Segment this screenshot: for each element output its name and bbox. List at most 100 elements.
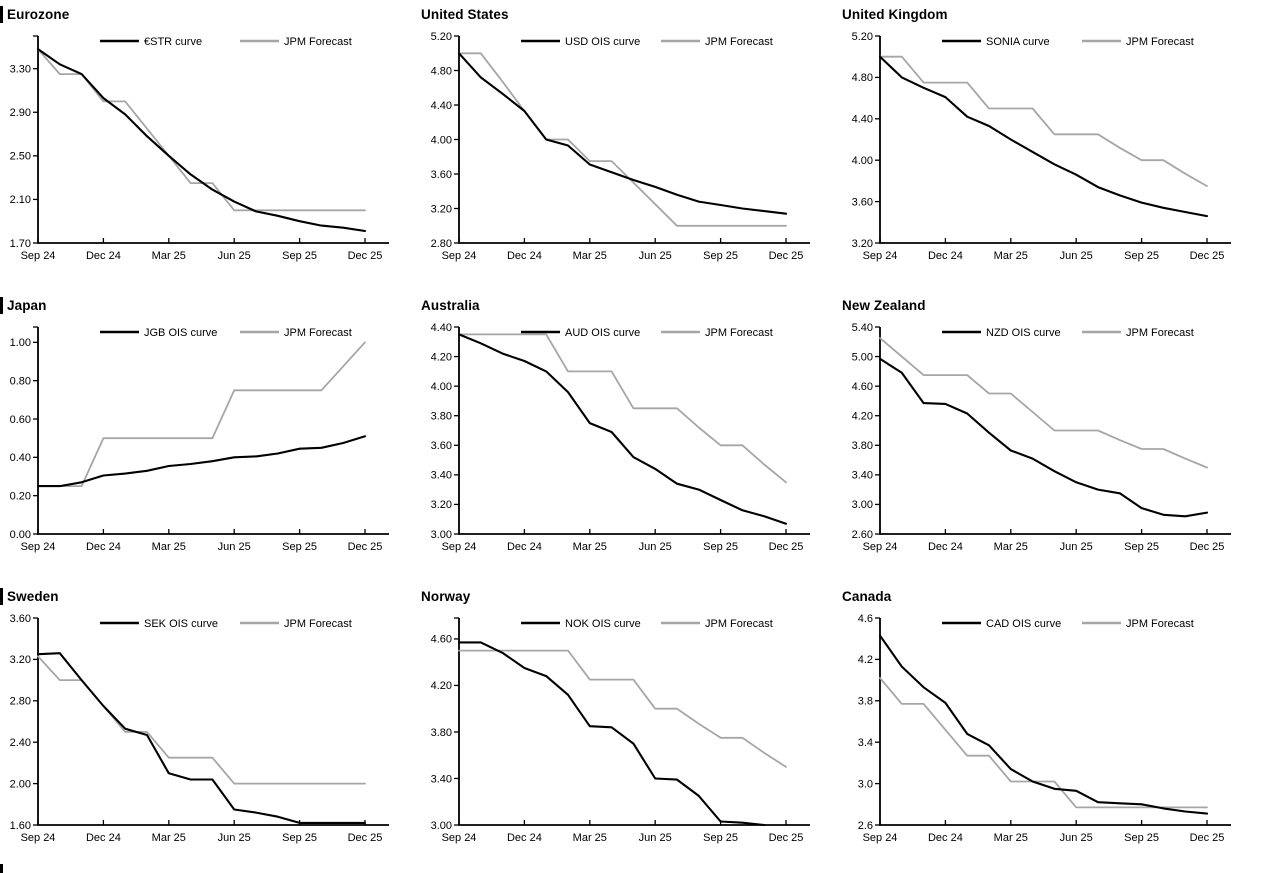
y-tick-label: 4.00 (431, 381, 452, 393)
chart-title-row: Canada (842, 582, 1264, 608)
chart-canvas: 3.00 3.40 3.80 4.20 4.60 Sep 24 Dec 24 Mar 25 Ju… (431, 617, 810, 844)
y-tick-label: 2.80 (431, 238, 452, 250)
title-section-bar (0, 297, 3, 314)
y-tick-label: 3.0 (858, 778, 873, 790)
x-tick-label: Mar 25 (573, 250, 607, 262)
legend-label-forecast: JPM Forecast (1126, 327, 1194, 339)
y-tick-label: 4.6 (858, 613, 873, 625)
y-tick-label: 4.2 (858, 654, 873, 666)
axes (37, 327, 389, 535)
x-tick-label: Sep 25 (703, 541, 738, 553)
y-tick-label: 3.60 (852, 196, 873, 208)
x-tick-label: Jun 25 (1060, 541, 1093, 553)
y-tick-label: 3.40 (431, 773, 452, 785)
series-line-forecast (37, 48, 366, 212)
chart-title: New Zealand (842, 298, 926, 313)
y-tick-label: 2.50 (10, 151, 31, 163)
x-tick-label: Sep 24 (442, 832, 477, 844)
y-tick-label: 1.60 (10, 820, 31, 832)
x-tick-label: Sep 24 (442, 541, 477, 553)
y-tick-label: 4.60 (431, 634, 452, 646)
y-tick-label: 3.80 (852, 440, 873, 452)
y-tick-label: 4.80 (852, 72, 873, 84)
x-tick-label: Sep 25 (282, 250, 317, 262)
y-tick-label: 1.70 (10, 238, 31, 250)
x-tick-label: Jun 25 (1060, 250, 1093, 262)
chart-panel-japan: Japan 0.00 0.20 0.40 0.60 0.80 1.00 Sep 24 Dec … (0, 291, 421, 582)
chart-title-row: United Kingdom (842, 0, 1264, 26)
y-tick-label: 4.40 (852, 114, 873, 126)
y-tick-label: 5.20 (431, 31, 452, 43)
y-tick-label: 4.20 (852, 411, 873, 423)
y-tick-label: 3.60 (431, 169, 452, 181)
y-tick-label: 3.8 (858, 696, 873, 708)
legend-label-forecast: JPM Forecast (705, 327, 773, 339)
chart-title-row: New Zealand (842, 291, 1264, 317)
y-tick-label: 0.00 (10, 529, 31, 541)
chart-canvas: 2.60 3.00 3.40 3.80 4.20 4.60 5.00 5.40 Sep 24 De… (852, 322, 1231, 553)
x-tick-label: Jun 25 (218, 541, 251, 553)
chart-panel-eurozone: Eurozone 1.70 2.10 2.50 2.90 3.30 Sep 24 Dec 2… (0, 0, 421, 291)
y-tick-label: 2.90 (10, 107, 31, 119)
legend-label-forecast: JPM Forecast (705, 36, 773, 48)
title-section-bar (0, 6, 3, 23)
series-line-forecast (458, 333, 787, 484)
axes (37, 618, 389, 826)
legend-label-main-series: AUD OIS curve (565, 327, 640, 339)
legend-label-forecast: JPM Forecast (284, 36, 352, 48)
y-tick-label: 4.00 (431, 134, 452, 146)
x-tick-label: Dec 25 (348, 541, 383, 553)
x-tick-label: Sep 24 (21, 832, 56, 844)
x-tick-label: Dec 25 (769, 541, 804, 553)
title-section-bar (0, 588, 3, 605)
y-tick-label: 3.20 (852, 238, 873, 250)
y-tick-label: 2.60 (852, 529, 873, 541)
chart-canvas: 1.70 2.10 2.50 2.90 3.30 Sep 24 Dec 24 Mar 25 Ju… (10, 35, 389, 262)
x-tick-label: Dec 25 (769, 832, 804, 844)
series-line-main (878, 357, 1209, 518)
chart-title: Australia (421, 298, 480, 313)
series-line-forecast (879, 337, 1208, 469)
axes (458, 327, 810, 535)
y-tick-label: 3.20 (10, 654, 31, 666)
legend-label-main-series: SEK OIS curve (144, 618, 218, 630)
y-tick-label: 3.60 (431, 440, 452, 452)
axes (879, 618, 1231, 826)
y-tick-label: 4.60 (852, 381, 873, 393)
chart-title: United Kingdom (842, 7, 948, 22)
chart-title-row: Australia (421, 291, 842, 317)
y-tick-label: 4.00 (852, 155, 873, 167)
y-tick-label: 5.00 (852, 351, 873, 363)
legend-label-forecast: JPM Forecast (284, 618, 352, 630)
x-tick-label: Jun 25 (218, 832, 251, 844)
series-line-main (878, 634, 1209, 815)
y-tick-label: 0.40 (10, 452, 31, 464)
series-line-forecast (879, 677, 1208, 809)
chart-title: Canada (842, 589, 892, 604)
x-tick-label: Dec 24 (86, 541, 121, 553)
series-line-main (36, 435, 367, 488)
chart-panel-united-states: United States 2.80 3.20 3.60 4.00 4.40 4.80 5.… (421, 0, 842, 291)
x-tick-label: Mar 25 (994, 250, 1028, 262)
x-tick-label: Mar 25 (152, 541, 186, 553)
y-tick-label: 3.80 (431, 411, 452, 423)
x-tick-label: Dec 24 (86, 832, 121, 844)
y-tick-label: 3.80 (431, 727, 452, 739)
legend-label-forecast: JPM Forecast (1126, 618, 1194, 630)
y-tick-label: 2.10 (10, 194, 31, 206)
y-tick-label: 2.80 (10, 696, 31, 708)
chart-title: Norway (421, 589, 471, 604)
chart-panel-united-kingdom: United Kingdom 3.20 3.60 4.00 4.40 4.80 5.20 S… (842, 0, 1264, 291)
y-tick-label: 4.20 (431, 351, 452, 363)
x-tick-label: Sep 24 (863, 250, 898, 262)
y-tick-label: 0.20 (10, 490, 31, 502)
chart-canvas: 0.00 0.20 0.40 0.60 0.80 1.00 Sep 24 Dec 24 Mar … (10, 326, 389, 553)
x-tick-label: Dec 24 (507, 541, 542, 553)
y-tick-label: 4.20 (431, 680, 452, 692)
x-tick-label: Dec 25 (348, 250, 383, 262)
series-line-main (457, 52, 788, 215)
chart-title-row: Eurozone (0, 0, 421, 26)
y-tick-label: 4.40 (431, 100, 452, 112)
footer-section-marker (0, 864, 3, 873)
x-tick-label: Dec 25 (769, 250, 804, 262)
